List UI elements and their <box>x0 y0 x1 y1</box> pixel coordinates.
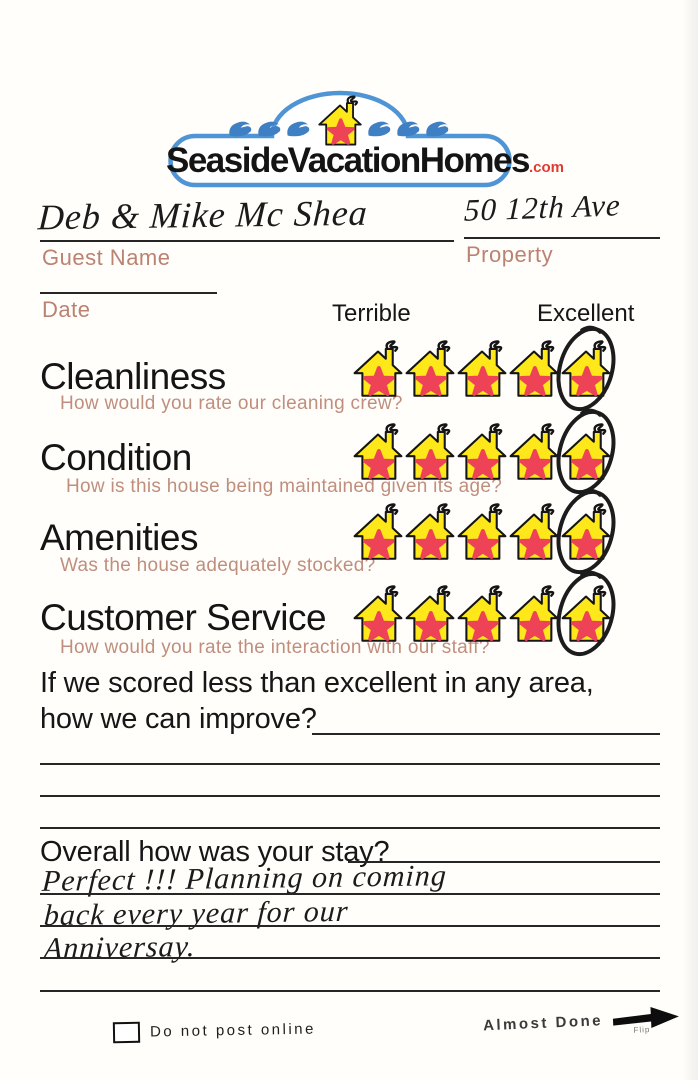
almost-done-group: Almost Done Flip <box>483 1004 684 1039</box>
rating-house-icon[interactable] <box>508 581 560 645</box>
rating-house-icon[interactable] <box>560 419 612 483</box>
scale-terrible-label: Terrible <box>332 300 411 327</box>
rating-house-icon[interactable] <box>352 499 404 563</box>
rating-houses <box>352 336 612 400</box>
rating-house-icon[interactable] <box>456 336 508 400</box>
rating-house-icon[interactable] <box>560 499 612 563</box>
category-label: Cleanliness <box>40 356 226 397</box>
property-label: Property <box>466 242 554 267</box>
wave-icon <box>257 121 284 138</box>
wave-icon <box>396 121 423 138</box>
guest-name-handwriting: Deb & Mike Mc Shea <box>36 192 369 238</box>
category-question: How is this house being maintained given… <box>66 476 503 497</box>
rating-house-icon[interactable] <box>456 419 508 483</box>
overall-handwriting-line3: Anniversay. <box>43 929 197 966</box>
rating-house-icon[interactable] <box>456 499 508 563</box>
rating-house-icon[interactable] <box>508 419 560 483</box>
property-handwriting: 50 12th Ave <box>463 187 622 228</box>
overall-prompt: Overall how was your stay? <box>40 836 390 868</box>
category-question: Was the house adequately stocked? <box>60 555 376 576</box>
blank-line <box>40 795 660 797</box>
ruled-line <box>40 990 660 992</box>
wave-icon <box>367 121 394 138</box>
rating-house-icon[interactable] <box>352 419 404 483</box>
rating-houses <box>352 499 612 563</box>
blank-line <box>40 763 660 765</box>
guest-name-line <box>40 240 454 242</box>
blank-line <box>40 827 660 829</box>
improve-answer-line <box>312 733 660 735</box>
rating-house-icon[interactable] <box>456 581 508 645</box>
rating-house-icon[interactable] <box>404 499 456 563</box>
brand-logo: SeasideVacationHomes.com <box>166 88 564 188</box>
rating-house-icon[interactable] <box>508 336 560 400</box>
brand-name: SeasideVacationHomes.com <box>166 141 564 180</box>
property-line <box>464 237 660 239</box>
scale-excellent-label: Excellent <box>537 300 635 327</box>
category-question: How would you rate the interaction with … <box>60 637 490 658</box>
rating-house-icon[interactable] <box>404 419 456 483</box>
wave-icon <box>425 121 452 138</box>
improve-prompt-line1: If we scored less than excellent in any … <box>40 667 594 699</box>
overall-handwriting-line2: back every year for our <box>43 894 350 933</box>
ruled-line <box>40 957 660 959</box>
category-label: Condition <box>40 437 192 478</box>
rating-houses <box>352 581 612 645</box>
wave-icon <box>286 121 313 138</box>
category-question: How would you rate our cleaning crew? <box>60 393 403 414</box>
do-not-post-label: Do not post online <box>149 1020 317 1041</box>
rating-house-icon[interactable] <box>352 336 404 400</box>
do-not-post-checkbox[interactable] <box>112 1021 141 1044</box>
improve-prompt-line2: how we can improve? <box>40 703 317 735</box>
date-line <box>40 292 217 294</box>
ruled-line <box>40 925 660 927</box>
category-label: Customer Service <box>40 597 327 638</box>
rating-house-icon[interactable] <box>560 581 612 645</box>
arrow-wrap: Flip <box>610 1004 683 1035</box>
rating-houses <box>352 419 612 483</box>
guest-name-label: Guest Name <box>42 245 171 270</box>
rating-house-icon[interactable] <box>352 581 404 645</box>
rating-house-icon[interactable] <box>404 336 456 400</box>
rating-house-icon[interactable] <box>560 336 612 400</box>
category-label: Amenities <box>40 517 198 558</box>
overall-answer-line <box>348 861 660 863</box>
date-label: Date <box>42 297 91 322</box>
rating-house-icon[interactable] <box>404 581 456 645</box>
wave-icon <box>228 121 255 138</box>
brand-suffix: .com <box>528 159 564 176</box>
ruled-line <box>40 893 660 895</box>
rating-house-icon[interactable] <box>508 499 560 563</box>
flip-label: Flip <box>633 1025 651 1035</box>
almost-done-label: Almost Done <box>482 1011 604 1034</box>
house-star-logo-icon <box>317 94 363 146</box>
